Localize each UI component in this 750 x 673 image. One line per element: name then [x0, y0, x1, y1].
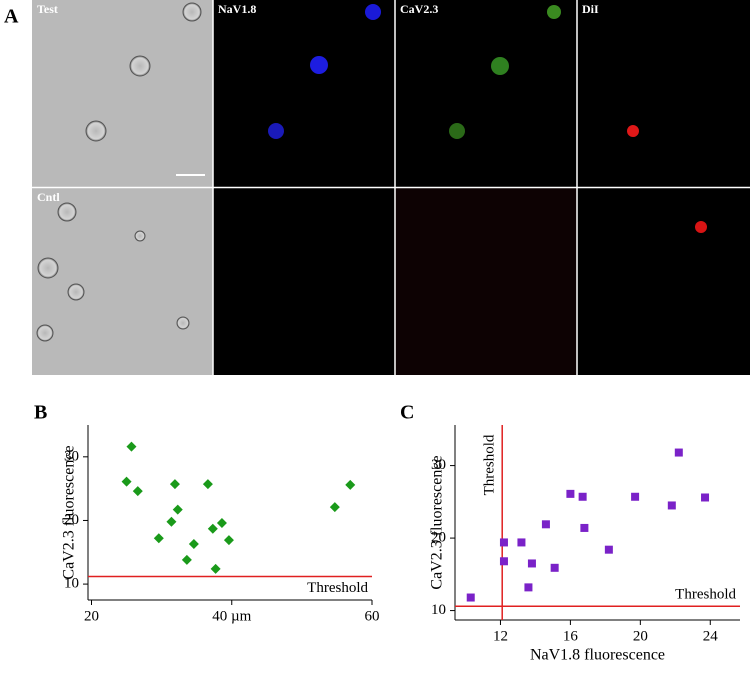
point: [604, 545, 613, 554]
point: [207, 523, 218, 534]
point: [188, 539, 199, 549]
x-tick-label: 40 µm: [212, 608, 251, 624]
y-tick-label: 20: [431, 530, 446, 546]
point: [466, 593, 475, 602]
panel-label: A: [4, 6, 19, 28]
point: [216, 518, 227, 528]
channel-label: DiI: [582, 2, 599, 16]
threshold-label: Threshold: [482, 434, 498, 495]
point: [329, 502, 340, 513]
point: [499, 557, 508, 566]
point: [153, 533, 164, 544]
y-tick-label: 10: [64, 576, 79, 592]
point: [550, 563, 559, 572]
y-tick-label: 30: [431, 457, 446, 473]
x-axis-label: NaV1.8 fluorescence: [530, 647, 665, 664]
point: [132, 486, 143, 497]
y-axis-label: CaV2.3 fluorescence: [429, 455, 446, 589]
threshold-label: Threshold: [307, 580, 368, 596]
point: [181, 554, 192, 565]
x-tick-label: 20: [633, 628, 648, 644]
point: [169, 479, 180, 490]
point: [524, 583, 533, 592]
point: [527, 559, 536, 568]
condition-label: Test: [37, 2, 58, 16]
point: [121, 476, 132, 487]
point: [517, 538, 526, 547]
y-tick-label: 10: [431, 602, 446, 618]
point: [202, 479, 213, 490]
point: [541, 520, 550, 529]
point: [667, 501, 676, 510]
y-axis-label: CaV2.3 fluorescence: [61, 445, 78, 579]
point: [126, 441, 137, 452]
point: [499, 538, 508, 547]
point: [223, 535, 234, 546]
threshold-label: Threshold: [675, 587, 736, 603]
point: [578, 492, 587, 501]
x-tick-label: 20: [84, 608, 99, 624]
point: [172, 504, 183, 515]
point: [210, 563, 221, 574]
channel-label: NaV1.8: [218, 2, 256, 16]
y-tick-label: 30: [64, 448, 79, 464]
point: [674, 448, 683, 457]
point: [580, 523, 589, 532]
condition-label: Cntl: [37, 190, 60, 204]
point: [345, 479, 356, 490]
point: [631, 492, 640, 501]
channel-label: CaV2.3: [400, 2, 438, 16]
y-tick-label: 20: [64, 512, 79, 528]
point: [166, 516, 177, 527]
x-tick-label: 24: [703, 628, 719, 644]
fluorescence-bg: [395, 188, 577, 375]
x-tick-label: 16: [563, 628, 579, 644]
point: [566, 489, 575, 498]
panel-label: B: [34, 402, 47, 424]
micrographs: Test Cntl NaV1.8 CaV2.3 DiI: [32, 0, 750, 375]
x-tick-label: 60: [365, 608, 380, 624]
point: [701, 493, 710, 502]
x-tick-label: 12: [493, 628, 508, 644]
panel-label: C: [400, 402, 414, 424]
